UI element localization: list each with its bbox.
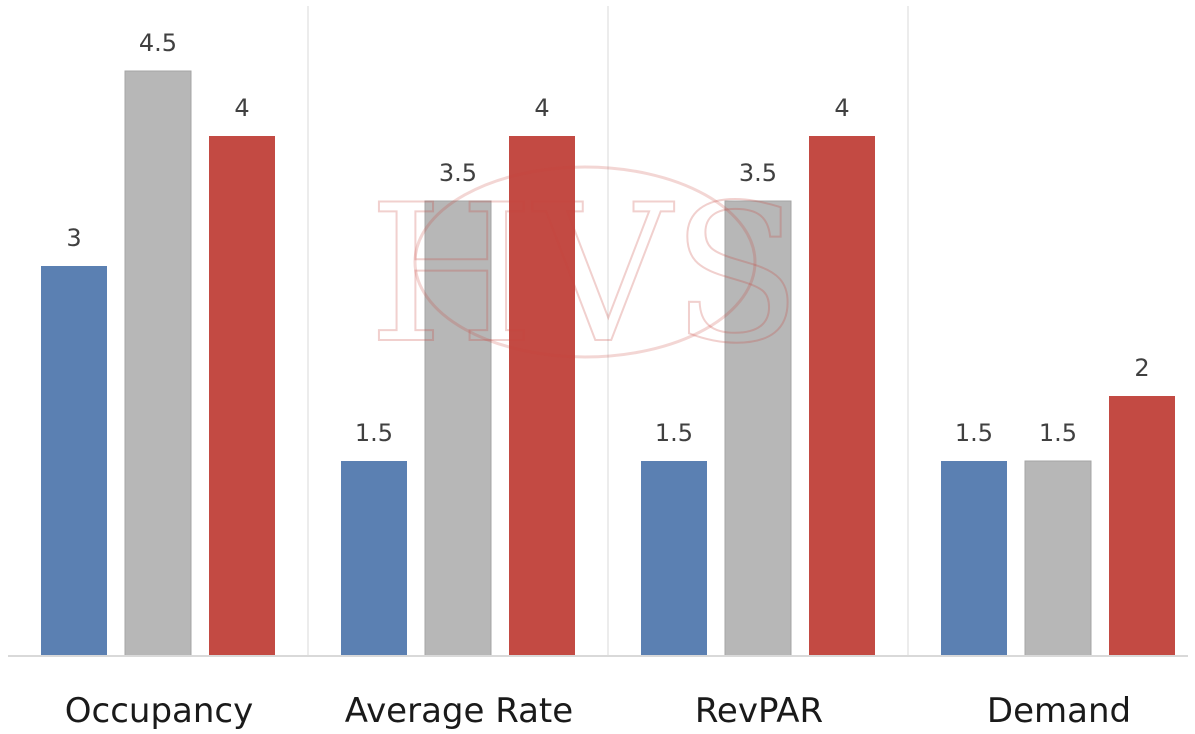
bar	[509, 136, 575, 656]
bar	[341, 461, 407, 656]
data-label: 1.5	[355, 419, 393, 447]
data-labels-group: 3 4.5 4 1.5 3.5 4 1.5 3.5 4 1.5 1.5 2	[66, 29, 1149, 447]
data-label: 3.5	[439, 159, 477, 187]
bars-group	[41, 70, 1175, 657]
data-label: 3	[66, 224, 81, 252]
watermark-logo: HVS	[368, 164, 801, 385]
data-label: 3.5	[739, 159, 777, 187]
category-labels-group: Occupancy Average Rate RevPAR Demand	[65, 691, 1131, 731]
data-label: 4.5	[139, 29, 177, 57]
bar	[209, 136, 275, 656]
watermark-ellipse	[413, 165, 757, 359]
category-label: Occupancy	[65, 691, 253, 731]
category-label: Demand	[987, 691, 1131, 731]
bar	[1109, 396, 1175, 656]
watermark-layer: HVS	[367, 163, 802, 386]
bar	[941, 461, 1007, 656]
data-label: 4	[534, 94, 549, 122]
bar	[809, 136, 875, 656]
data-label: 2	[1134, 354, 1149, 382]
bar	[641, 461, 707, 656]
category-label: RevPAR	[695, 691, 823, 731]
bar	[124, 70, 192, 657]
data-label: 4	[234, 94, 249, 122]
data-label: 1.5	[955, 419, 993, 447]
bar	[1024, 460, 1092, 657]
bar	[724, 200, 792, 657]
data-label: 4	[834, 94, 849, 122]
category-label: Average Rate	[345, 691, 573, 731]
category-separators	[307, 6, 909, 656]
bar	[41, 266, 107, 656]
data-label: 1.5	[655, 419, 693, 447]
data-label: 1.5	[1039, 419, 1077, 447]
bar	[424, 200, 492, 657]
